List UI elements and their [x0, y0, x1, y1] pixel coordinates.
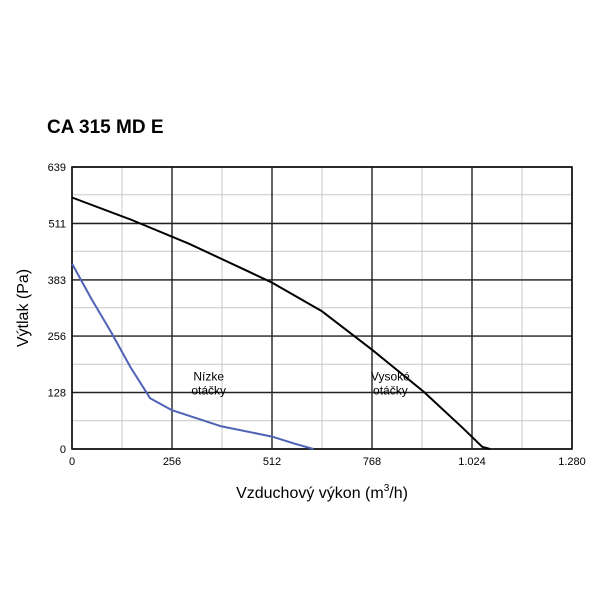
- x-tick-label: 256: [163, 456, 181, 468]
- x-axis-label-sup: 3: [384, 483, 390, 494]
- series-annotation-line: Nízke: [193, 370, 224, 384]
- x-axis-label-end: /h): [389, 485, 408, 502]
- y-tick-label: 128: [48, 388, 66, 400]
- series-annotation-line: otáčky: [191, 384, 226, 398]
- series-annotation-line: otáčky: [373, 384, 408, 398]
- chart-title: CA 315 MD E: [47, 117, 164, 138]
- y-axis-label: Výtlak (Pa): [15, 269, 32, 347]
- y-tick-label: 511: [48, 218, 66, 230]
- y-tick-label: 256: [48, 331, 66, 343]
- series-line-high-speed: [71, 196, 491, 450]
- x-tick-label: 512: [263, 456, 281, 468]
- plot-frame: [71, 166, 573, 450]
- x-tick-label: 1.280: [558, 456, 586, 468]
- series-line-low-speed: [71, 263, 314, 450]
- x-tick-label: 1.024: [458, 456, 486, 468]
- x-axis-label: Vzduchový výkon (m3/h): [236, 483, 408, 502]
- series-annotation: Nízke otáčky: [191, 370, 226, 398]
- series-annotation: Vysoké otáčky: [371, 370, 410, 398]
- x-tick-label: 0: [69, 456, 75, 468]
- x-tick-label: 768: [363, 456, 381, 468]
- y-tick-label: 383: [48, 275, 66, 287]
- x-axis-label-main: Vzduchový výkon (m: [236, 485, 384, 502]
- series-annotation-line: Vysoké: [371, 370, 410, 384]
- y-tick-label: 639: [48, 162, 66, 174]
- y-tick-label: 0: [60, 444, 66, 456]
